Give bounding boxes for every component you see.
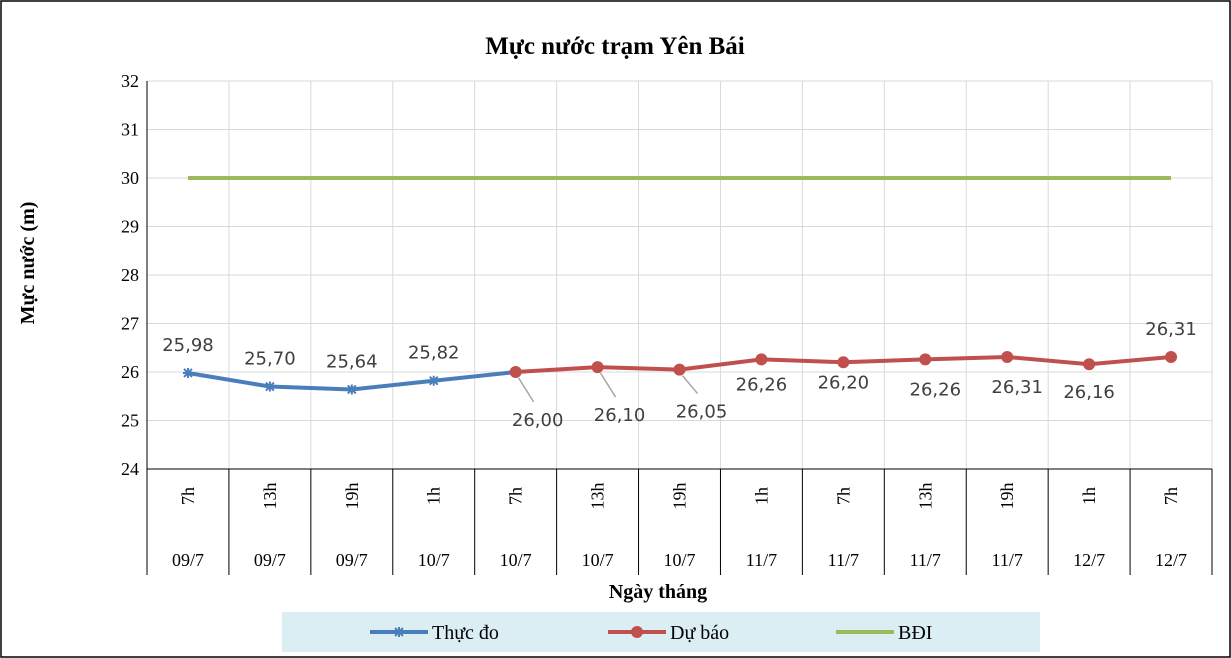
x-tick-label: 1h bbox=[424, 487, 444, 505]
data-label: 26,10 bbox=[594, 405, 646, 426]
x-tick-label: 13h bbox=[915, 483, 935, 510]
marker bbox=[346, 384, 357, 395]
y-tick-label: 26 bbox=[121, 362, 139, 382]
data-label: 26,05 bbox=[676, 402, 728, 423]
y-axis-label: Mực nước (m) bbox=[17, 202, 39, 325]
x-tick-label: 19h bbox=[997, 483, 1017, 510]
marker bbox=[428, 375, 439, 386]
data-label: 26,26 bbox=[910, 379, 962, 400]
data-label: 25,70 bbox=[244, 349, 296, 370]
marker bbox=[631, 626, 643, 638]
x-tick-label: 19h bbox=[342, 483, 362, 510]
marker bbox=[673, 363, 686, 376]
marker bbox=[1001, 350, 1014, 363]
y-tick-label: 31 bbox=[121, 120, 139, 140]
x-date-label: 10/7 bbox=[418, 550, 450, 570]
data-label: 26,00 bbox=[512, 410, 564, 431]
x-date-label: 09/7 bbox=[336, 550, 368, 570]
x-date-label: 11/7 bbox=[910, 550, 941, 570]
x-date-label: 10/7 bbox=[500, 550, 532, 570]
data-label: 26,31 bbox=[991, 377, 1043, 398]
marker bbox=[1083, 358, 1096, 371]
marker bbox=[509, 366, 522, 378]
marker bbox=[1165, 350, 1178, 363]
legend-label: Dự báo bbox=[670, 622, 729, 644]
y-tick-label: 25 bbox=[121, 411, 139, 431]
y-tick-label: 30 bbox=[121, 168, 139, 188]
x-date-label: 12/7 bbox=[1155, 550, 1187, 570]
marker bbox=[264, 381, 275, 392]
x-axis-label: Ngày tháng bbox=[609, 581, 707, 603]
x-date-label: 10/7 bbox=[582, 550, 614, 570]
data-label: 26,16 bbox=[1063, 382, 1115, 403]
x-date-label: 11/7 bbox=[828, 550, 859, 570]
marker bbox=[591, 361, 604, 374]
legend-label: BĐI bbox=[898, 622, 932, 644]
leader-line bbox=[518, 377, 535, 403]
x-date-label: 09/7 bbox=[254, 550, 286, 570]
x-tick-label: 7h bbox=[1161, 487, 1181, 505]
y-tick-label: 29 bbox=[121, 217, 139, 237]
y-tick-label: 28 bbox=[121, 265, 139, 285]
leader-line bbox=[599, 372, 617, 398]
x-tick-label: 7h bbox=[506, 487, 526, 505]
x-tick-label: 19h bbox=[670, 483, 690, 510]
data-label: 25,82 bbox=[408, 343, 460, 364]
x-date-label: 11/7 bbox=[746, 550, 777, 570]
x-tick-label: 13h bbox=[588, 483, 608, 510]
legend-label: Thực đo bbox=[432, 622, 499, 644]
x-date-label: 09/7 bbox=[172, 550, 204, 570]
marker bbox=[919, 353, 932, 366]
data-label: 25,98 bbox=[162, 335, 214, 356]
y-tick-label: 32 bbox=[121, 71, 139, 91]
y-tick-label: 24 bbox=[121, 459, 139, 479]
x-tick-label: 1h bbox=[751, 487, 771, 505]
chart-title: Mực nước trạm Yên Bái bbox=[485, 33, 745, 60]
x-date-label: 11/7 bbox=[992, 550, 1023, 570]
data-label: 25,64 bbox=[326, 351, 378, 372]
marker bbox=[394, 627, 404, 637]
marker bbox=[182, 367, 193, 378]
x-tick-label: 7h bbox=[178, 487, 198, 505]
x-date-label: 12/7 bbox=[1073, 550, 1105, 570]
data-label: 26,20 bbox=[818, 372, 870, 393]
x-tick-label: 13h bbox=[260, 483, 280, 510]
x-date-label: 10/7 bbox=[663, 550, 695, 570]
data-label: 26,31 bbox=[1145, 319, 1197, 340]
marker bbox=[837, 356, 850, 369]
leader-line bbox=[681, 375, 699, 395]
x-tick-label: 1h bbox=[1079, 487, 1099, 505]
marker bbox=[755, 353, 768, 366]
x-tick-label: 7h bbox=[833, 487, 853, 505]
data-label: 26,26 bbox=[736, 374, 788, 395]
y-tick-label: 27 bbox=[121, 314, 139, 334]
